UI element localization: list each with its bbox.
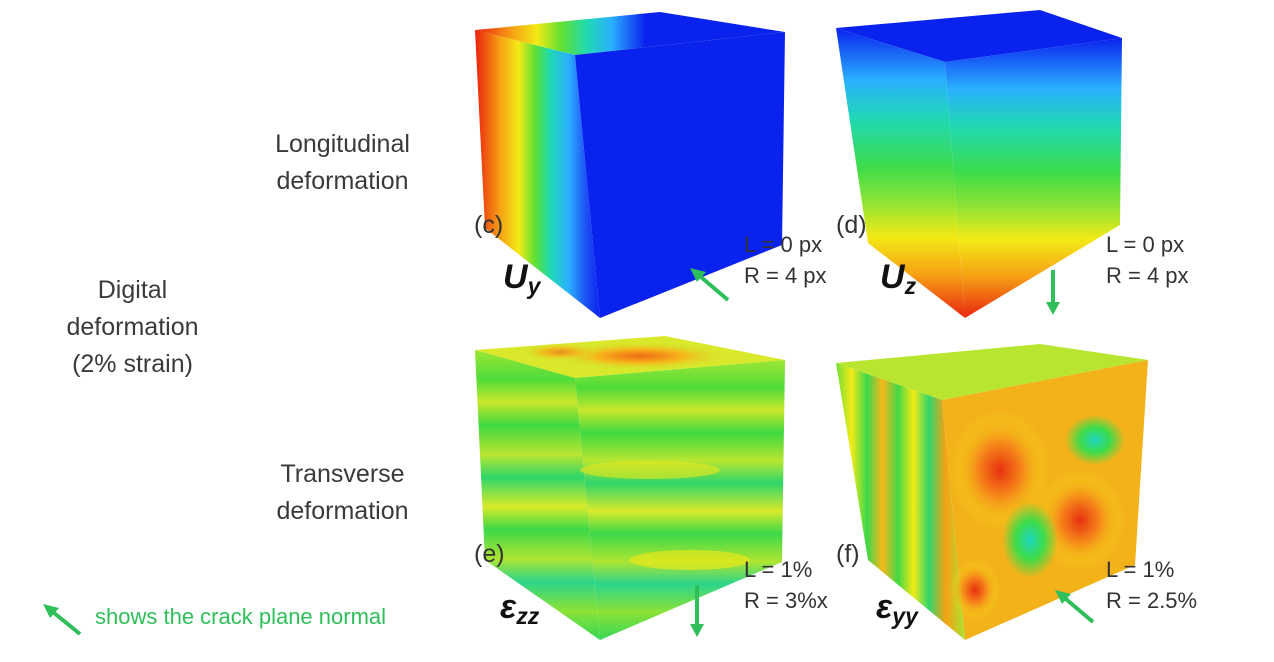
lr-e-l: L = 1% bbox=[744, 557, 813, 582]
crack-arrow-f bbox=[1055, 590, 1095, 624]
crack-arrow-e bbox=[690, 585, 704, 637]
crack-arrow-d bbox=[1046, 270, 1060, 315]
lr-c-r: R = 4 px bbox=[744, 263, 827, 288]
panel-tag-e: (e) bbox=[474, 540, 505, 568]
symbol-eyy: εyy bbox=[876, 588, 918, 630]
symbol-uy: Uy bbox=[503, 258, 540, 300]
symbol-uz: Uz bbox=[880, 258, 916, 300]
row-label-transverse: Transverse deformation bbox=[276, 460, 409, 525]
cube-uz-front-face bbox=[945, 38, 1122, 318]
symbol-uz-sub: z bbox=[904, 273, 917, 299]
lr-f-r: R = 2.5% bbox=[1106, 588, 1198, 613]
symbol-uy-main: U bbox=[503, 258, 528, 296]
crack-arrow-c bbox=[690, 268, 730, 302]
lr-e: L = 1% R = 3%x bbox=[744, 554, 828, 616]
cube-ezz-front-face bbox=[575, 360, 785, 640]
cube-uy-front-face bbox=[575, 32, 785, 318]
panel-tag-d: (d) bbox=[836, 211, 867, 239]
lr-e-r: R = 3%x bbox=[744, 588, 828, 613]
symbol-eyy-main: ε bbox=[876, 588, 893, 626]
symbol-ezz-main: ε bbox=[500, 588, 517, 626]
symbol-uy-sub: y bbox=[527, 273, 541, 299]
group-label-digital-deformation: Digital deformation (2% strain) bbox=[66, 276, 199, 378]
panel-tag-c: (c) bbox=[474, 211, 504, 239]
cube-uy-top-face bbox=[475, 12, 785, 55]
legend-text: shows the crack plane normal bbox=[95, 604, 387, 629]
lr-c-l: L = 0 px bbox=[744, 232, 823, 257]
cube-uz-left-face bbox=[836, 28, 965, 318]
legend-arrow bbox=[43, 604, 82, 636]
cube-uz-top-face bbox=[836, 10, 1122, 62]
lr-f: L = 1% R = 2.5% bbox=[1106, 554, 1197, 616]
lr-d: L = 0 px R = 4 px bbox=[1106, 229, 1189, 291]
symbol-uz-main: U bbox=[880, 258, 905, 296]
symbol-ezz: εzz bbox=[500, 588, 539, 630]
cube-eyy-top-face bbox=[836, 344, 1148, 400]
lr-d-l: L = 0 px bbox=[1106, 232, 1185, 257]
cube-eyy-left-face bbox=[836, 363, 965, 640]
symbol-ezz-sub: zz bbox=[516, 603, 540, 629]
lr-c: L = 0 px R = 4 px bbox=[744, 229, 827, 291]
cube-ezz-left-face bbox=[475, 350, 600, 640]
cube-uy-left-face bbox=[475, 30, 600, 318]
symbol-eyy-sub: yy bbox=[892, 603, 918, 629]
lr-f-l: L = 1% bbox=[1106, 557, 1175, 582]
lr-d-r: R = 4 px bbox=[1106, 263, 1189, 288]
panel-tag-f: (f) bbox=[836, 540, 860, 568]
row-label-longitudinal: Longitudinal deformation bbox=[275, 130, 410, 195]
